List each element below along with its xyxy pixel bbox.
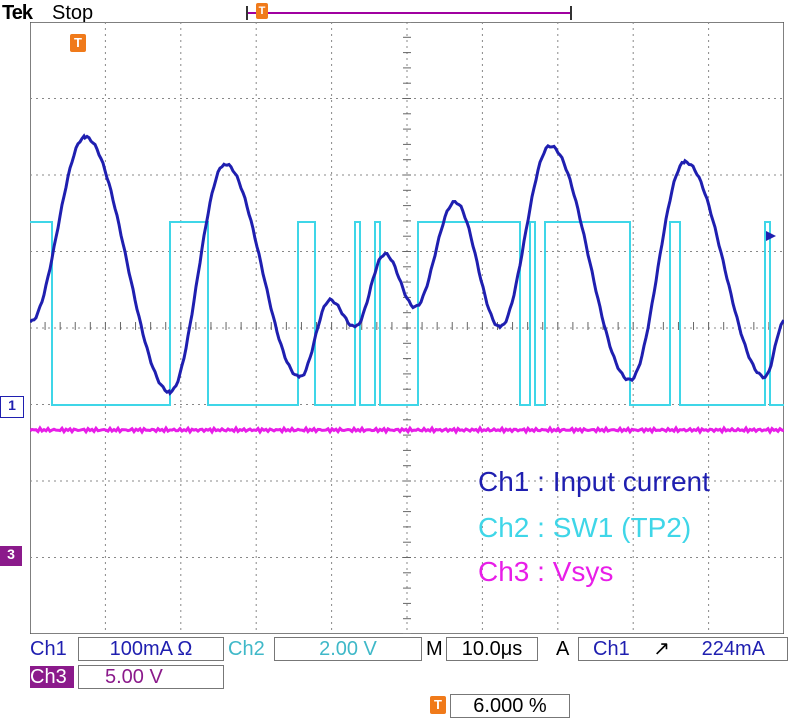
status-bar: Ch1 100mA Ω Ch2 2.00 V M 10.0μs A Ch1 ↗ … [0, 636, 796, 720]
trigger-position-marker-top[interactable]: T [256, 3, 268, 19]
ch2-scale[interactable]: 2.00 V [274, 637, 422, 661]
graticule [30, 22, 784, 634]
trigger-position-icon: T [430, 696, 446, 714]
ch3-scale[interactable]: 5.00 V [78, 665, 224, 689]
ch1-scale[interactable]: 100mA Ω [78, 637, 224, 661]
center-ticks [30, 22, 770, 634]
brand-logo: Tek [2, 2, 33, 24]
waveform-display: T Ch1 : Input current Ch2 : SW1 (TP2) Ch… [30, 22, 784, 634]
trigger-slope-icon: ↗ [653, 638, 671, 660]
record-view-bracket[interactable]: T [246, 3, 572, 20]
legend-ch1: Ch1 : Input current [478, 466, 710, 497]
ch1-trace [30, 133, 784, 396]
trigger-level: 224mA [701, 638, 765, 660]
acquisition-state: Stop [52, 2, 94, 24]
ch1-ground-indicator[interactable]: 1 [0, 396, 24, 418]
ch2-trace [30, 221, 784, 406]
ch3-label[interactable]: Ch3 [30, 666, 74, 688]
trigger-source: Ch1 [593, 638, 630, 660]
ch3-ground-indicator[interactable]: 3 [0, 546, 22, 566]
top-bar: Tek Stop T [0, 0, 796, 26]
legend-ch2: Ch2 : SW1 (TP2) [478, 512, 692, 543]
ch3-trace [30, 425, 784, 435]
trigger-settings[interactable]: Ch1 ↗ 224mA [578, 637, 788, 661]
trigger-position-marker[interactable]: T [70, 34, 86, 52]
ch2-label[interactable]: Ch2 [228, 638, 265, 660]
ch1-offset-arrow [766, 231, 776, 241]
ch3-scale-value: 5.00 V [105, 666, 163, 688]
record-view-line [248, 12, 570, 14]
timebase-value[interactable]: 10.0μs [446, 637, 538, 661]
ch1-label[interactable]: Ch1 [30, 638, 67, 660]
trigger-position-readout[interactable]: 6.000 % [450, 694, 570, 718]
timebase-prefix: M [426, 638, 443, 660]
acquisition-mode: A [556, 638, 570, 660]
legend-ch3: Ch3 : Vsys [478, 556, 614, 587]
